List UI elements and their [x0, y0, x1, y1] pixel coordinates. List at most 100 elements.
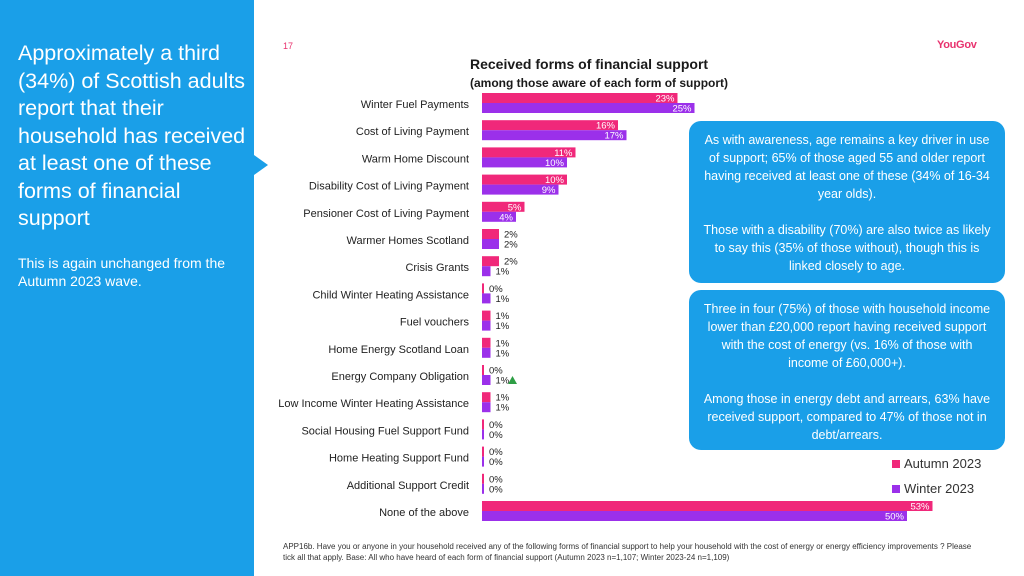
- category-label: Energy Company Obligation: [331, 371, 469, 383]
- bar-winter: [482, 402, 491, 413]
- bar-winter: [482, 157, 567, 168]
- bar-winter: [482, 347, 491, 358]
- data-label: 1%: [496, 393, 510, 404]
- left-panel: Approximately a third (34%) of Scottish …: [0, 0, 254, 576]
- data-label: 10%: [545, 158, 565, 169]
- bar-autumn: [482, 501, 933, 511]
- info-box-age-disability: As with awareness, age remains a key dri…: [689, 121, 1005, 283]
- yougov-logo: YouGov: [937, 39, 977, 51]
- bar-autumn: [482, 446, 484, 457]
- data-label: 1%: [496, 294, 510, 305]
- category-label: Disability Cost of Living Payment: [309, 181, 469, 193]
- info-box-income-debt: Three in four (75%) of those with househ…: [689, 290, 1005, 450]
- data-label: 1%: [496, 267, 510, 278]
- legend-label-winter: Winter 2023: [904, 481, 975, 496]
- category-label: Warmer Homes Scotland: [347, 235, 469, 247]
- bar-autumn: [482, 473, 484, 484]
- data-label: 9%: [542, 185, 556, 196]
- page-number: 17: [283, 41, 294, 51]
- category-label: Fuel vouchers: [400, 317, 470, 329]
- data-label: 0%: [489, 484, 503, 495]
- legend-label-autumn: Autumn 2023: [904, 456, 982, 471]
- data-label: 10%: [545, 175, 565, 186]
- bar-winter: [482, 103, 695, 113]
- info-paragraph: Among those in energy debt and arrears, …: [703, 392, 991, 442]
- panel-arrow-icon: [254, 155, 268, 175]
- bar-autumn: [482, 392, 491, 403]
- data-label: 1%: [496, 338, 510, 349]
- subtext: This is again unchanged from the Autumn …: [18, 255, 226, 289]
- data-label: 0%: [489, 474, 503, 485]
- bar-autumn: [482, 229, 499, 239]
- data-label: 1%: [496, 311, 510, 322]
- data-label: 2%: [504, 257, 518, 268]
- bar-winter: [482, 293, 491, 304]
- info-paragraph: Those with a disability (70%) are also t…: [703, 223, 991, 273]
- bar-autumn: [482, 147, 576, 158]
- data-label: 2%: [504, 240, 518, 251]
- data-label: 17%: [604, 131, 624, 142]
- bar-winter: [482, 375, 491, 385]
- data-label: 50%: [885, 512, 905, 523]
- category-label: Social Housing Fuel Support Fund: [301, 425, 469, 437]
- bar-autumn: [482, 93, 678, 103]
- category-label: Home Heating Support Fund: [329, 453, 469, 465]
- category-label: Warm Home Discount: [362, 153, 469, 165]
- significant-increase-icon: [508, 376, 517, 384]
- chart-subtitle: (among those aware of each form of suppo…: [470, 76, 729, 90]
- bar-autumn: [482, 174, 567, 185]
- data-label: 0%: [489, 366, 503, 377]
- bar-winter: [482, 483, 484, 494]
- category-label: Winter Fuel Payments: [361, 99, 470, 111]
- data-label: 0%: [489, 420, 503, 431]
- bar-winter: [482, 184, 559, 195]
- chart-title: Received forms of financial support: [470, 56, 709, 72]
- legend-swatch-winter: [892, 484, 900, 493]
- data-label: 0%: [489, 457, 503, 468]
- data-label: 1%: [496, 348, 510, 359]
- headline: Approximately a third (34%) of Scottish …: [18, 41, 246, 230]
- data-label: 1%: [496, 403, 510, 414]
- bar-winter: [482, 511, 907, 521]
- category-label: Cost of Living Payment: [356, 126, 469, 138]
- data-label: 1%: [496, 321, 510, 332]
- category-label: Home Energy Scotland Loan: [328, 344, 469, 356]
- info-paragraph: As with awareness, age remains a key dri…: [704, 133, 990, 201]
- data-label: 53%: [910, 502, 930, 513]
- data-label: 25%: [672, 104, 692, 115]
- bar-winter: [482, 266, 491, 277]
- bar-winter: [482, 456, 484, 467]
- data-label: 0%: [489, 447, 503, 458]
- category-label: Pensioner Cost of Living Payment: [303, 208, 469, 220]
- legend-swatch-autumn: [892, 459, 900, 468]
- bar-winter: [482, 320, 491, 331]
- category-label: Crisis Grants: [405, 262, 469, 274]
- bar-autumn: [482, 419, 484, 430]
- info-paragraph: Three in four (75%) of those with househ…: [703, 302, 991, 370]
- bar-winter: [482, 130, 627, 141]
- bar-autumn: [482, 337, 491, 348]
- data-label: 0%: [489, 430, 503, 441]
- bar-autumn: [482, 256, 499, 267]
- data-label: 16%: [596, 121, 616, 132]
- data-label: 5%: [508, 202, 522, 213]
- category-label: Additional Support Credit: [347, 480, 469, 492]
- bar-winter: [482, 429, 484, 440]
- bar-autumn: [482, 310, 491, 321]
- footnote: APP16b. Have you or anyone in your house…: [283, 542, 972, 562]
- data-label: 1%: [496, 376, 510, 387]
- legend-item-winter: Winter 2023: [892, 481, 974, 496]
- bar-winter: [482, 211, 516, 222]
- data-label: 0%: [489, 284, 503, 295]
- bar-autumn: [482, 365, 484, 375]
- data-label: 2%: [504, 230, 518, 241]
- bar-autumn: [482, 120, 618, 131]
- bar-autumn: [482, 201, 525, 212]
- category-label: Child Winter Heating Assistance: [312, 289, 469, 301]
- bar-autumn: [482, 283, 484, 294]
- category-label: None of the above: [379, 507, 469, 519]
- legend-item-autumn: Autumn 2023: [892, 456, 981, 471]
- data-label: 4%: [499, 212, 513, 223]
- bar-winter: [482, 239, 499, 249]
